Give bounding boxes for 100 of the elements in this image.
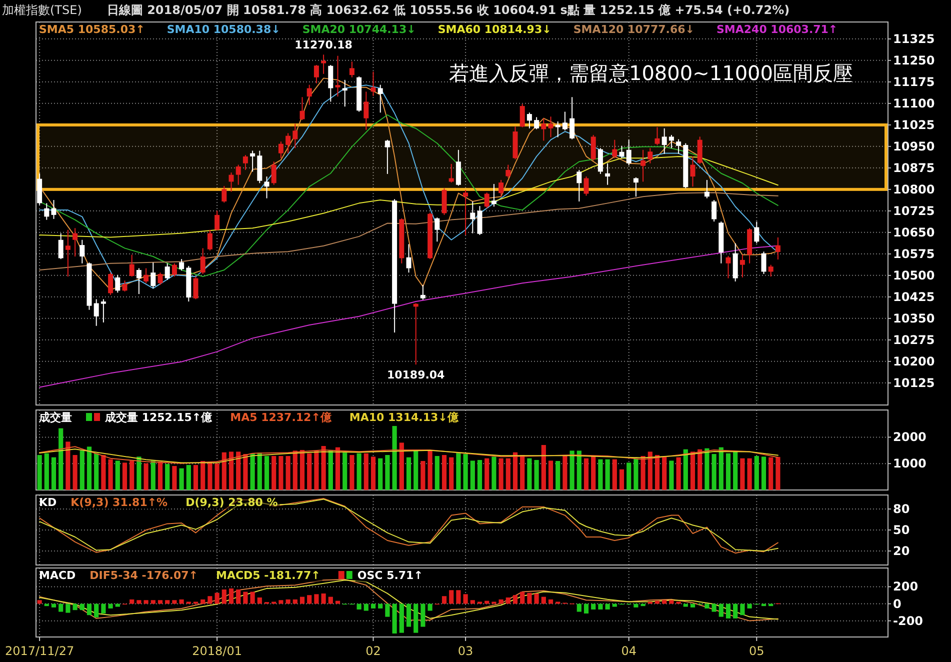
bar: [172, 600, 177, 604]
bar: [292, 599, 298, 604]
candlestick: [264, 176, 270, 199]
candlestick: [434, 217, 440, 242]
bar: [72, 454, 78, 490]
y-tick-label: 11100: [893, 96, 935, 110]
candlestick: [712, 200, 717, 222]
bar: [44, 453, 49, 490]
bar: [576, 450, 582, 490]
bar: [236, 452, 241, 490]
bar: [414, 604, 418, 633]
candlestick: [236, 164, 241, 186]
bar: [506, 597, 510, 604]
candlestick: [626, 139, 632, 166]
bar: [300, 596, 305, 604]
bar: [378, 604, 383, 608]
bar: [619, 469, 624, 490]
y-tick-label: 20: [893, 544, 910, 558]
series-label: MACD5 -181.77↑: [216, 569, 320, 582]
candlestick: [676, 138, 682, 154]
bar: [463, 594, 468, 604]
text: SMA60 10814.93↓: [438, 23, 552, 36]
bar: [733, 452, 738, 490]
y-tick-label: 10800: [893, 182, 935, 196]
bar: [101, 604, 106, 614]
candlestick: [80, 239, 85, 264]
bar: [222, 452, 226, 490]
bar: [370, 604, 376, 608]
bar: [534, 460, 539, 490]
line-series: [39, 192, 778, 270]
bar: [80, 604, 84, 610]
x-tick-label: 03: [458, 644, 474, 658]
candlestick: [570, 96, 575, 140]
bar: [605, 604, 610, 610]
bar: [165, 464, 170, 490]
bar: [158, 600, 163, 604]
bar: [370, 456, 376, 490]
bar: [286, 599, 290, 604]
bar: [406, 457, 412, 490]
candlestick: [612, 139, 618, 159]
bar: [520, 454, 525, 490]
bar: [612, 604, 617, 607]
y-tick-label: 10200: [893, 354, 935, 368]
bar: [144, 600, 148, 604]
chart-title: 加權指數(TSE): [2, 3, 82, 17]
candlestick: [172, 262, 177, 278]
candlestick: [548, 116, 554, 138]
candlestick: [668, 134, 674, 149]
x-tick-label: 02: [366, 644, 381, 658]
bar: [264, 456, 270, 490]
candlestick: [250, 150, 256, 172]
candlestick: [51, 200, 56, 220]
bar: [364, 604, 368, 611]
y-tick-label: 11250: [893, 53, 935, 68]
text: SMA20 10744.13↓: [302, 23, 416, 36]
bar: [584, 458, 589, 490]
y-tick-label: 10275: [893, 332, 935, 347]
annotation: 若進入反彈，需留意10800~11000區間反壓: [448, 61, 853, 85]
bar: [428, 450, 432, 490]
bar: [250, 592, 255, 604]
y-tick-label: 10425: [893, 290, 935, 304]
bar: [51, 457, 56, 490]
bar: [314, 594, 319, 604]
bar: [94, 604, 99, 618]
bar: [726, 604, 731, 618]
bar: [492, 456, 496, 490]
bar: [484, 458, 490, 490]
bar: [335, 447, 340, 490]
y-tick-label: 0: [893, 596, 902, 611]
candlestick: [491, 183, 496, 208]
bar: [278, 600, 284, 604]
bar: [420, 604, 426, 627]
text: SMA10 10580.38↓: [166, 23, 280, 36]
candlestick: [406, 244, 412, 274]
bar: [115, 460, 120, 490]
bar: [598, 604, 603, 610]
bar: [654, 454, 660, 490]
bar: [463, 454, 468, 490]
bar: [321, 446, 326, 490]
candlestick: [158, 272, 163, 286]
bar: [420, 460, 426, 490]
bar: [548, 599, 554, 604]
bar: [527, 592, 532, 604]
y-tick-label: 1000: [893, 456, 926, 471]
chart-title: MACD: [39, 569, 76, 582]
bar: [158, 462, 163, 490]
bar: [718, 604, 724, 617]
bar: [548, 460, 554, 490]
candlestick: [321, 54, 326, 74]
candlestick: [94, 298, 99, 326]
bar: [690, 604, 696, 608]
series-label: DIF5-34 -176.07↑: [90, 569, 198, 582]
candlestick: [420, 284, 426, 300]
bar: [634, 604, 638, 608]
bar: [442, 596, 447, 604]
bar: [51, 604, 56, 608]
bar: [733, 604, 738, 618]
bar: [86, 604, 92, 616]
bar: [37, 454, 42, 490]
y-tick-label: 10500: [893, 268, 935, 282]
